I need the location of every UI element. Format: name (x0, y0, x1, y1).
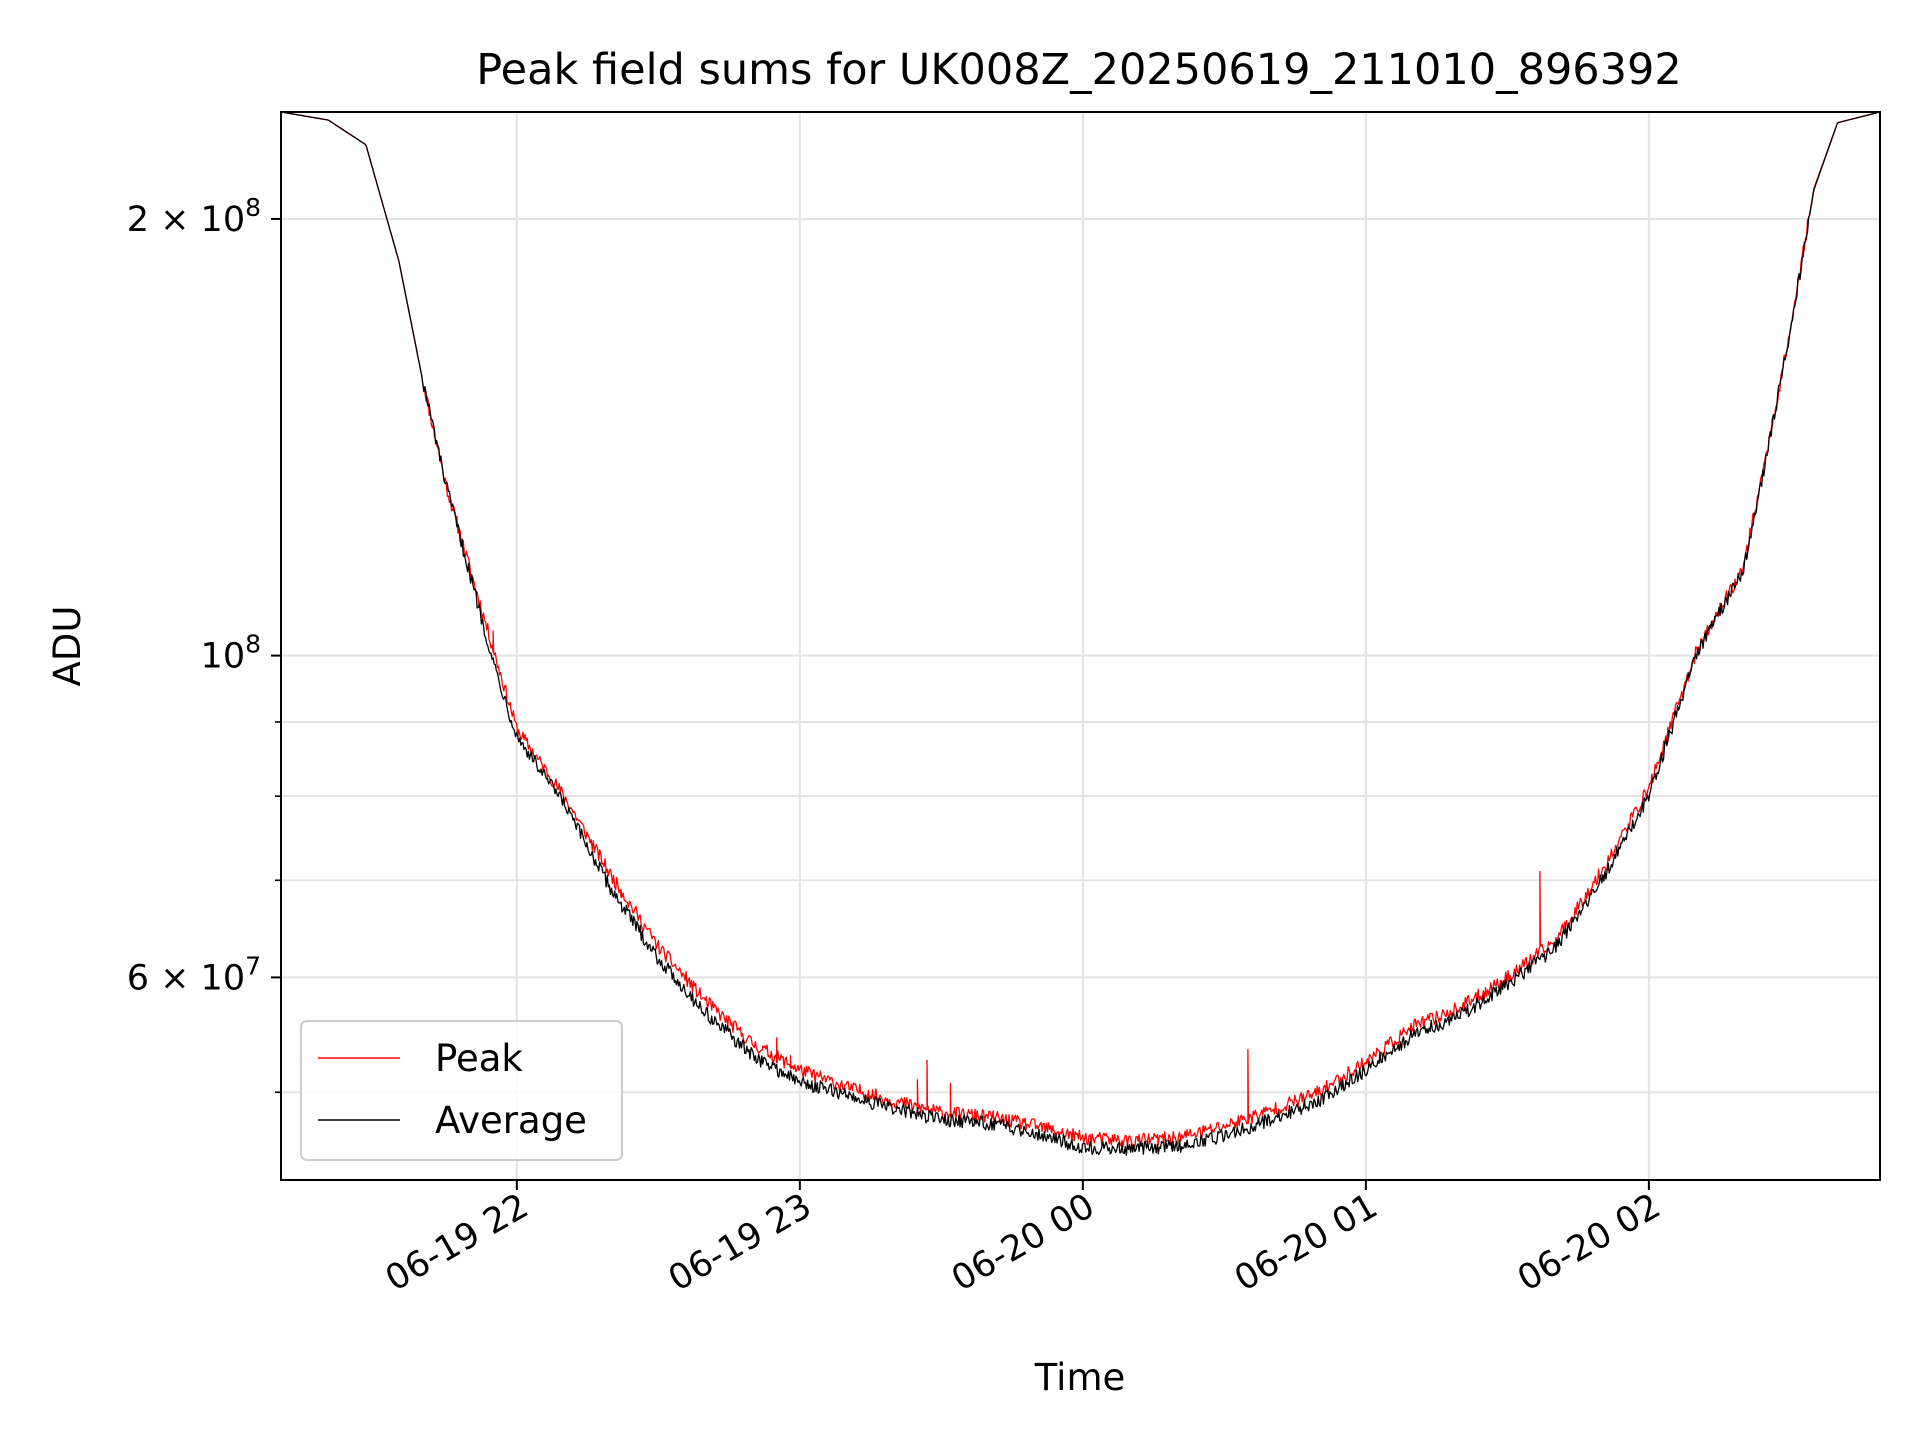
legend-box (300, 1020, 623, 1161)
series-line-peak (280, 111, 1881, 1148)
chart-title: Peak field sums for UK008Z_20250619_2110… (476, 45, 1682, 95)
x-axis-title: Time (1034, 1356, 1126, 1399)
y-tick-label: 2 × 108 (127, 193, 261, 240)
y-axis-title: ADU (46, 606, 89, 687)
y-tick-label: 6 × 107 (127, 951, 261, 998)
series-layer (280, 111, 1881, 1156)
legend-label-average: Average (435, 1099, 587, 1142)
plot-frame (280, 111, 1881, 1181)
y-tick-label: 108 (201, 630, 261, 677)
legend-label-peak: Peak (435, 1037, 523, 1080)
y-axis: 2 × 108 108 6 × 107 (127, 193, 281, 1094)
legend: Peak Average (300, 1020, 623, 1161)
series-line-average (280, 111, 1881, 1156)
